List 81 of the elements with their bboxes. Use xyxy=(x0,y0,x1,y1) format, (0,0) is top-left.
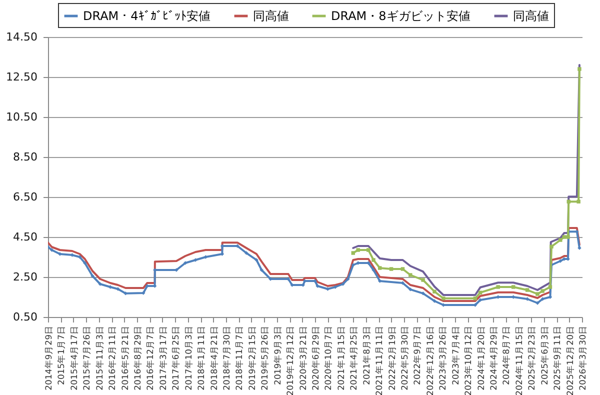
point xyxy=(540,289,544,293)
x-tick-label: 2024年11月15日 xyxy=(514,326,525,395)
x-tick-label: 2025年12月20日 xyxy=(564,326,576,395)
x-tick-label: 2015年11月3日 xyxy=(94,326,106,390)
x-tick-label: 2015年4月17日 xyxy=(68,326,80,390)
x-tick-label: 2020年3月21日 xyxy=(298,326,309,390)
x-tick-label: 2015年7月26日 xyxy=(82,326,93,390)
legend-label: DRAM・4ｷﾞｶﾞﾋﾞｯﾄ安値 xyxy=(83,9,210,23)
point xyxy=(432,290,436,294)
x-tick-label: 2021年4月25日 xyxy=(348,326,360,390)
x-tick-label: 2017年10月3日 xyxy=(183,326,194,390)
point xyxy=(400,267,405,271)
x-tick-label: 2024年8月7日 xyxy=(501,326,512,385)
x-tick-label: 2018年11月7日 xyxy=(234,326,246,390)
x-tick-label: 2024年4月29日 xyxy=(488,326,500,390)
legend-label: 同高値 xyxy=(253,9,289,23)
x-tick-label: 2023年7月4日 xyxy=(450,326,462,385)
y-tick-label: 14.50 xyxy=(6,30,38,44)
point xyxy=(566,200,571,204)
point xyxy=(550,244,554,248)
point xyxy=(378,266,382,270)
y-tick-label: 4.50 xyxy=(13,230,38,244)
x-tick-label: 2020年10月7日 xyxy=(323,326,334,390)
x-tick-label: 2025年2月23日 xyxy=(526,326,538,390)
x-tick-label: 2019年9月3日 xyxy=(272,326,284,385)
x-tick-label: 2019年2月15日 xyxy=(246,326,258,390)
point xyxy=(473,296,478,300)
x-tick-label: 2026年3月30日 xyxy=(578,326,588,390)
x-tick-label: 2022年5月30日 xyxy=(400,326,410,390)
point xyxy=(478,290,482,294)
x-tick-label: 2018年7月30日 xyxy=(222,326,232,390)
x-tick-label: 2021年8月3日 xyxy=(361,326,372,385)
point xyxy=(536,292,540,296)
x-tick-label: 2017年6月25日 xyxy=(170,326,182,390)
y-tick-label: 10.50 xyxy=(6,110,38,124)
point xyxy=(566,235,570,239)
x-tick-label: 2017年3月17日 xyxy=(158,326,169,390)
point xyxy=(372,258,376,262)
legend-label: DRAM・8ギガビット安値 xyxy=(331,9,470,23)
point xyxy=(578,67,582,71)
point xyxy=(496,285,500,289)
y-tick-label: 12.50 xyxy=(6,70,38,84)
x-tick-label: 2024年1月20日 xyxy=(476,326,487,390)
legend-label: 同高値 xyxy=(513,9,549,23)
point xyxy=(366,248,370,252)
x-tick-label: 2021年11月11日 xyxy=(374,326,386,395)
x-tick-label: 2025年9月11日 xyxy=(552,326,564,390)
x-tick-label: 2025年6月3日 xyxy=(539,326,550,385)
point xyxy=(525,288,530,292)
y-tick-label: 8.50 xyxy=(13,150,38,164)
x-tick-label: 2018年1月11日 xyxy=(196,326,208,390)
x-tick-label: 2016年8月29日 xyxy=(132,326,144,390)
x-tick-label: 2019年5月26日 xyxy=(260,326,271,390)
x-tick-label: 2023年10月12日 xyxy=(463,326,474,395)
point xyxy=(511,285,516,289)
point xyxy=(576,200,580,204)
x-tick-label: 2023年3月26日 xyxy=(438,326,449,390)
x-tick-label: 2019年12月12日 xyxy=(285,326,296,395)
y-tick-label: 6.50 xyxy=(13,190,38,204)
x-tick-label: 2016年12月7日 xyxy=(145,326,156,390)
point xyxy=(562,235,566,239)
x-tick-label: 2022年12月16日 xyxy=(424,326,436,395)
point xyxy=(548,285,552,289)
x-tick-label: 2022年9月7日 xyxy=(412,326,424,385)
point xyxy=(408,273,412,277)
x-tick-label: 2016年2月11日 xyxy=(107,326,118,390)
point xyxy=(356,248,360,252)
point xyxy=(442,296,446,300)
x-tick-label: 2022年2月19日 xyxy=(386,326,398,390)
point xyxy=(558,238,562,242)
y-tick-label: 0.50 xyxy=(13,310,38,324)
point xyxy=(351,251,356,255)
x-tick-label: 2014年9月29日 xyxy=(44,326,54,390)
point xyxy=(389,267,394,271)
x-tick-label: 2016年5月21日 xyxy=(120,326,131,390)
point xyxy=(421,278,425,282)
y-tick-label: 2.50 xyxy=(13,270,38,284)
x-tick-label: 2018年4月21日 xyxy=(208,326,220,390)
x-tick-label: 2015年1月7日 xyxy=(56,326,68,385)
x-tick-label: 2021年1月15日 xyxy=(336,326,347,390)
x-tick-label: 2020年6月29日 xyxy=(310,326,322,390)
